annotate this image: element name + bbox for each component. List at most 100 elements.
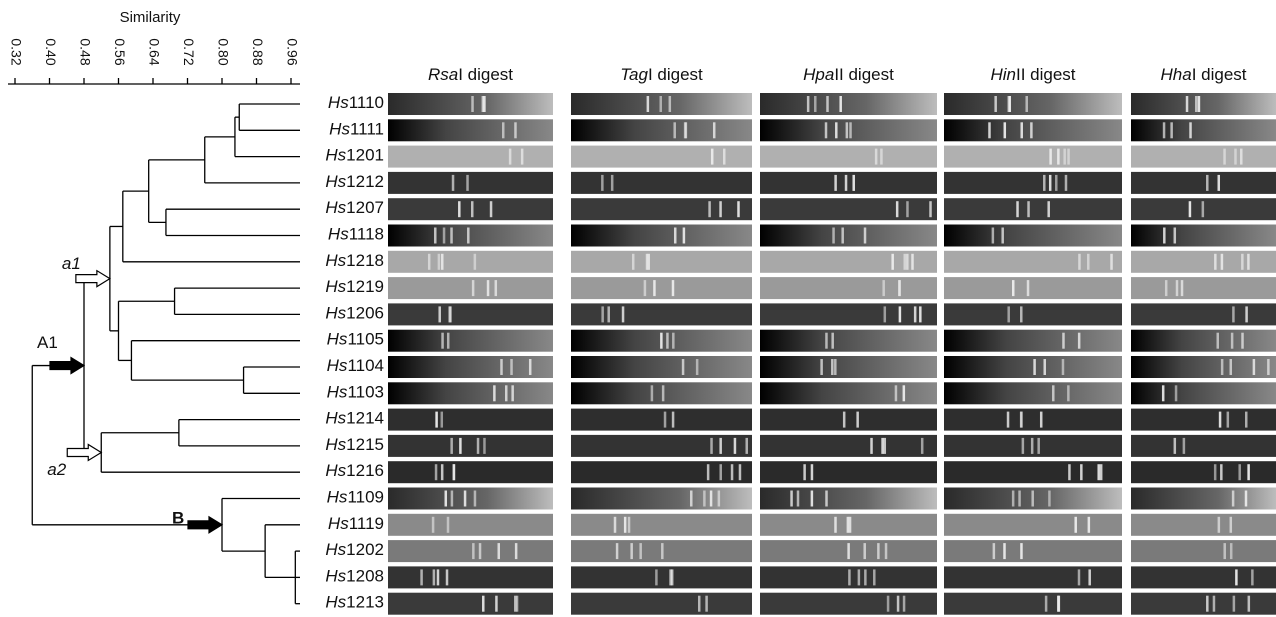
gel-band [616, 543, 619, 559]
gel-band [1030, 122, 1033, 138]
gel-band [719, 201, 722, 217]
gel-band [873, 569, 876, 585]
gel-band [483, 96, 486, 112]
gel-band [1027, 201, 1030, 217]
leaf-label: Hs1213 [325, 593, 384, 612]
gel-band [1020, 122, 1023, 138]
gel-lane [944, 593, 1122, 615]
gel-band [482, 596, 485, 612]
gel-band [903, 385, 906, 401]
gel-band [723, 149, 726, 165]
leaf-italic: Hs [325, 172, 346, 191]
axis-tick-label: 0.88 [250, 38, 266, 65]
gel-lane [388, 540, 553, 562]
gel-lane [571, 356, 752, 378]
gel-band [807, 96, 810, 112]
gel-band [811, 491, 814, 507]
gel-band [632, 254, 635, 270]
gel-band [647, 254, 650, 270]
gel-band [897, 596, 900, 612]
gel-band [614, 517, 617, 533]
gel-lane [571, 488, 752, 510]
leaf-label: Hs1218 [325, 251, 384, 270]
gel-band [628, 517, 631, 533]
gel-band [673, 122, 676, 138]
gel-band [428, 254, 431, 270]
gel-band [437, 569, 440, 585]
gel-band [659, 96, 662, 112]
leaf-number: 1212 [346, 172, 384, 191]
gel-band [472, 280, 475, 296]
gel-band [899, 306, 902, 322]
gel-band [1031, 491, 1034, 507]
gel-band [1202, 201, 1205, 217]
gel-band [1067, 149, 1070, 165]
gel-band [1227, 412, 1230, 428]
gel-band [841, 228, 844, 244]
gel-band [1025, 96, 1028, 112]
gel-band [1214, 254, 1217, 270]
leaf-label: Hs1201 [325, 146, 384, 165]
gel-band [825, 122, 828, 138]
gel-band [1110, 254, 1113, 270]
gel-lane [944, 303, 1122, 325]
gel-band [895, 385, 898, 401]
leaf-number: 1208 [346, 567, 384, 586]
gel-band [1162, 385, 1165, 401]
gel-band [1189, 201, 1192, 217]
gel-band [1088, 569, 1091, 585]
gel-band [1048, 491, 1051, 507]
node-arrow [76, 271, 110, 287]
leaf-italic: Hs [328, 514, 349, 533]
gel-band [420, 569, 423, 585]
gel-lane [388, 514, 553, 536]
gel-band [703, 491, 706, 507]
axis-label: Similarity [120, 9, 181, 26]
gel-band [719, 438, 722, 454]
leaf-italic: Hs [325, 541, 346, 560]
gel-band [1174, 438, 1177, 454]
gel-band [685, 122, 688, 138]
gel-band [891, 254, 894, 270]
gel-band [911, 254, 914, 270]
gel-band [647, 96, 650, 112]
gel-band [906, 254, 909, 270]
gel-lane [571, 382, 752, 404]
gel-band [1031, 438, 1034, 454]
gel-band [847, 543, 850, 559]
gel-band [601, 175, 604, 191]
gel-band [843, 412, 846, 428]
leaf-italic: Hs [327, 488, 348, 507]
gel-lane [571, 409, 752, 431]
gel-band [447, 517, 450, 533]
leaf-number: 1105 [347, 330, 384, 349]
gel-band [672, 280, 675, 296]
leaf-number: 1110 [349, 93, 384, 112]
gel-band [831, 359, 834, 375]
gel-lane [571, 172, 752, 194]
gel-band [1221, 254, 1224, 270]
gel-band [1248, 596, 1251, 612]
gel-band [834, 359, 837, 375]
gel-band [849, 122, 852, 138]
node-label: A1 [37, 333, 58, 352]
gel-band [896, 201, 899, 217]
gel-band [1020, 412, 1023, 428]
gel-band [1220, 464, 1223, 480]
leaf-label: Hs1214 [325, 409, 384, 428]
gel-lane [1131, 146, 1276, 168]
gel-lane [760, 461, 937, 483]
gel-band [514, 122, 517, 138]
gel-band [674, 228, 677, 244]
leaf-label: Hs1119 [328, 514, 384, 533]
gel-band [1016, 201, 1019, 217]
gel-lane [1131, 330, 1276, 352]
gel-lane [1131, 277, 1276, 299]
gel-band [655, 569, 658, 585]
gel-band [1218, 517, 1221, 533]
gel-band [1267, 359, 1270, 375]
gel-band [510, 359, 513, 375]
gel-band [450, 438, 453, 454]
gel-band [661, 543, 664, 559]
gel-band [881, 438, 884, 454]
